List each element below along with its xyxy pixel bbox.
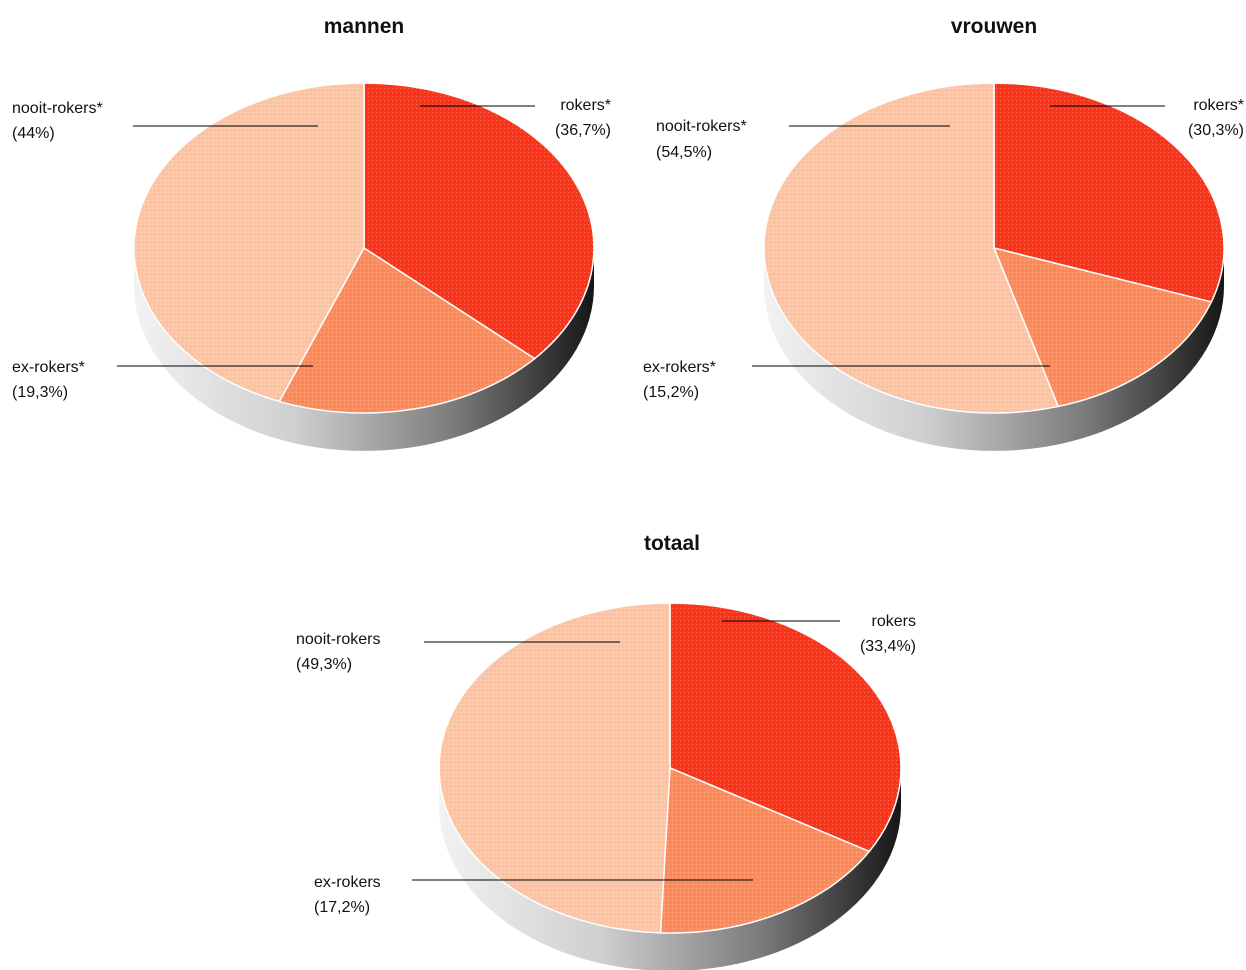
- slice-value-label: (54,5%): [656, 144, 712, 161]
- slice-category-label: rokers: [872, 613, 916, 630]
- slice-value-label: (15,2%): [643, 384, 699, 401]
- slice-label-mannen-nooit-rokers: nooit-rokers* (44%): [12, 100, 103, 142]
- slice-label-mannen-ex-rokers: ex-rokers* (19,3%): [12, 359, 85, 401]
- slice-value-label: (19,3%): [12, 384, 68, 401]
- pie-chart-mannen: mannen rokers* (36,7%) ex-rokers* (19,3%…: [12, 15, 611, 451]
- slice-category-label: rokers*: [1193, 97, 1244, 114]
- slice-label-totaal-ex-rokers: ex-rokers (17,2%): [314, 874, 381, 916]
- pie-chart-vrouwen: vrouwen rokers* (30,3%) ex-rokers* (15,2…: [643, 15, 1244, 451]
- chart-title-vrouwen: vrouwen: [951, 15, 1037, 38]
- pie-slice-texture: [670, 603, 902, 852]
- pie-slice-texture: [134, 83, 364, 402]
- slice-category-label: nooit-rokers*: [12, 100, 103, 117]
- slice-label-totaal-nooit-rokers: nooit-rokers (49,3%): [296, 631, 380, 673]
- pie-body-vrouwen: [763, 82, 1225, 451]
- slice-category-label: ex-rokers: [314, 874, 381, 891]
- pie-side-wall: [439, 768, 901, 970]
- slice-value-label: (33,4%): [860, 638, 916, 655]
- pie-slice-texture: [364, 83, 594, 359]
- slice-value-label: (49,3%): [296, 656, 352, 673]
- slice-category-label: nooit-rokers: [296, 631, 380, 648]
- slice-category-label: nooit-rokers*: [656, 118, 747, 135]
- pie-chart-totaal: totaal rokers (33,4%) ex-rokers (17,2%) …: [296, 532, 916, 970]
- slice-value-label: (44%): [12, 125, 55, 142]
- pie-body-mannen: [133, 82, 595, 451]
- slice-label-vrouwen-rokers: rokers* (30,3%): [1188, 97, 1244, 139]
- pie-slice-texture: [994, 248, 1212, 407]
- slice-value-label: (17,2%): [314, 899, 370, 916]
- slice-category-label: rokers*: [560, 97, 611, 114]
- slice-value-label: (30,3%): [1188, 122, 1244, 139]
- pie-slice-texture: [660, 768, 870, 933]
- slice-label-totaal-rokers: rokers (33,4%): [860, 613, 916, 655]
- chart-title-totaal: totaal: [644, 532, 700, 555]
- pie-body-totaal: [438, 602, 902, 970]
- pie-slice-texture: [439, 603, 670, 933]
- slice-category-label: ex-rokers*: [12, 359, 85, 376]
- slice-label-mannen-rokers: rokers* (36,7%): [555, 97, 611, 139]
- pie-side-wall: [134, 248, 594, 451]
- pie-slice-texture: [764, 83, 1059, 414]
- slice-value-label: (36,7%): [555, 122, 611, 139]
- slice-label-vrouwen-nooit-rokers: nooit-rokers* (54,5%): [656, 118, 747, 161]
- pie-slice-texture: [994, 83, 1224, 302]
- chart-title-mannen: mannen: [324, 15, 405, 38]
- slice-category-label: ex-rokers*: [643, 359, 716, 376]
- pie-slice-texture: [279, 248, 535, 413]
- pie-side-wall: [764, 248, 1224, 451]
- slice-label-vrouwen-ex-rokers: ex-rokers* (15,2%): [643, 359, 716, 401]
